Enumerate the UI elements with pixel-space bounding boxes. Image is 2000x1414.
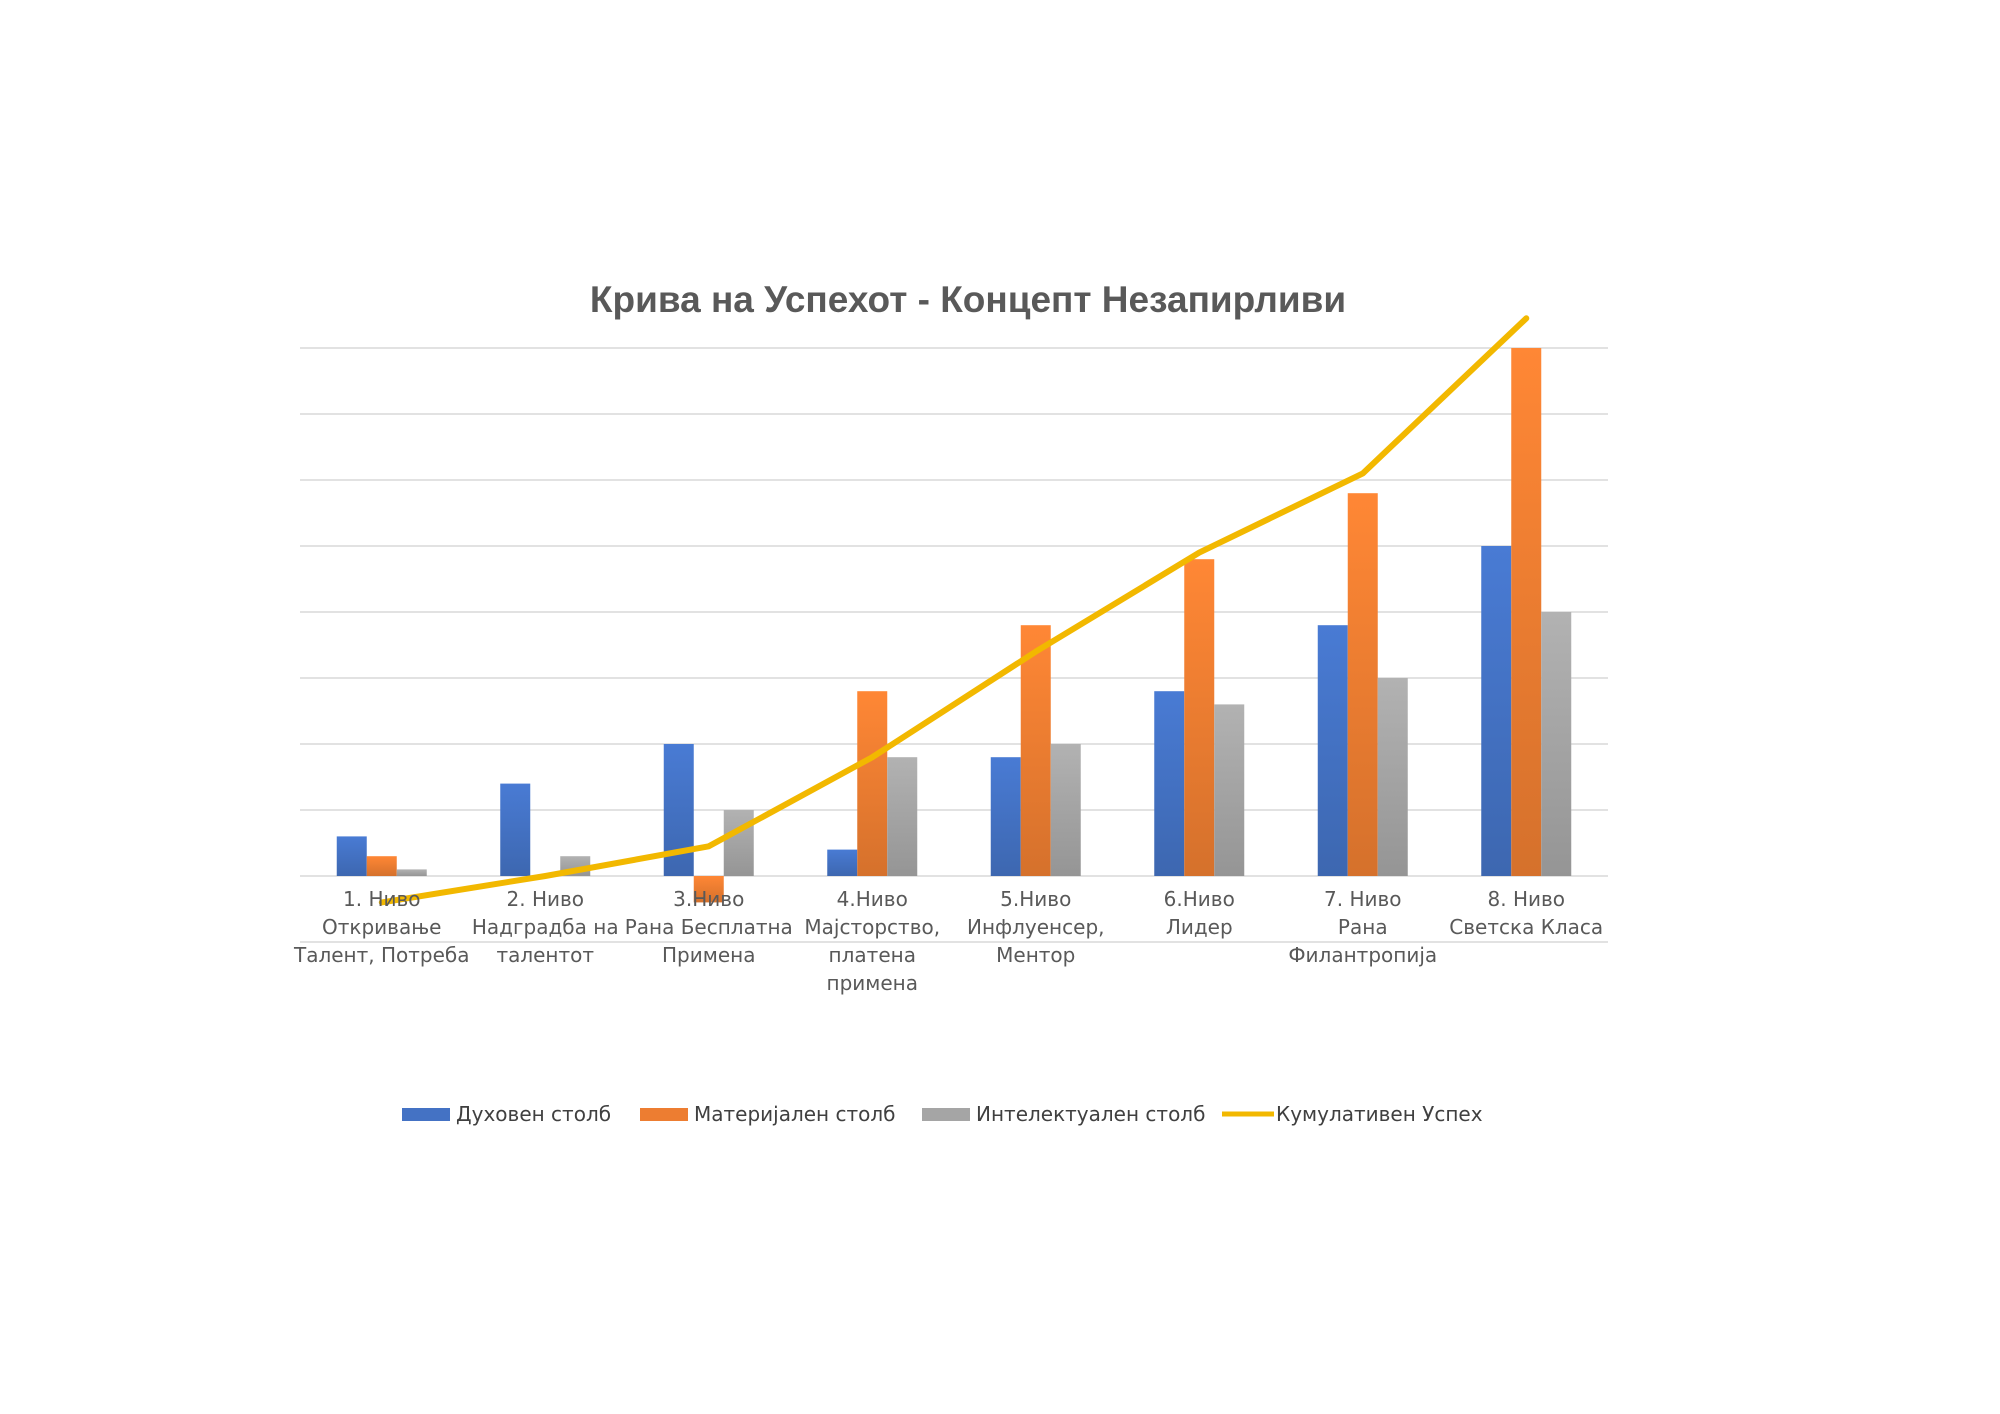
bar-материјален-столб-3 bbox=[693, 876, 724, 903]
legend-label: Духовен столб bbox=[456, 1102, 611, 1126]
category-label-4: 4.Ниво Мајсторство, платена примена bbox=[804, 887, 940, 995]
cumulative-line bbox=[378, 315, 1530, 906]
category-label-line: Рана bbox=[1338, 915, 1388, 939]
category-label-line: 4.Ниво bbox=[837, 887, 908, 911]
category-label-line: Талент, Потреба bbox=[293, 943, 470, 967]
legend-label: Интелектуален столб bbox=[976, 1102, 1205, 1126]
legend-swatch bbox=[640, 1108, 688, 1121]
bar-материјален-столб-4 bbox=[857, 691, 888, 876]
category-label-line: 7. Ниво bbox=[1324, 887, 1402, 911]
category-label-line: примена bbox=[827, 971, 919, 995]
bar-интелектуален-столб-3 bbox=[723, 810, 754, 876]
legend-label: Материјален столб bbox=[694, 1102, 896, 1126]
bar-духовен-столб-1 bbox=[336, 836, 367, 876]
bar-духовен-столб-2 bbox=[500, 783, 531, 876]
bar-духовен-столб-6 bbox=[1154, 691, 1185, 876]
legend-swatch bbox=[402, 1108, 450, 1121]
category-label-8: 8. Ниво Светска Класа bbox=[1449, 887, 1603, 939]
gridlines bbox=[300, 347, 1608, 943]
bar-материјален-столб-6 bbox=[1184, 559, 1215, 876]
bar-духовен-столб-7 bbox=[1317, 625, 1348, 876]
category-label-7: 7. Ниво Рана Филантропија bbox=[1288, 887, 1437, 967]
category-label-line: 2. Ниво bbox=[507, 887, 585, 911]
bar-интелектуален-столб-1 bbox=[396, 869, 427, 876]
legend-label: Кумулативен Успех bbox=[1276, 1102, 1483, 1126]
category-label-line: Надградба на bbox=[472, 915, 619, 939]
legend-item-материјален-столб: Материјален столб bbox=[640, 1102, 896, 1126]
bar-интелектуален-столб-7 bbox=[1377, 678, 1408, 876]
bar-интелектуален-столб-4 bbox=[887, 757, 918, 876]
legend-swatch bbox=[922, 1108, 970, 1121]
legend-item-кумулативен-успех: Кумулативен Успех bbox=[1222, 1102, 1483, 1126]
category-label-line: платена bbox=[829, 943, 916, 967]
legend-item-интелектуален-столб: Интелектуален столб bbox=[922, 1102, 1205, 1126]
category-label-line: 1. Ниво bbox=[343, 887, 421, 911]
legend-item-духовен-столб: Духовен столб bbox=[402, 1102, 611, 1126]
category-label-6: 6.Ниво Лидер bbox=[1164, 887, 1235, 939]
bar-духовен-столб-5 bbox=[990, 757, 1021, 876]
bar-интелектуален-столб-5 bbox=[1050, 744, 1081, 876]
line-кумулативен-успех bbox=[378, 315, 1530, 906]
category-label-line: Ментор bbox=[996, 943, 1075, 967]
category-label-line: Светска Класа bbox=[1449, 915, 1603, 939]
category-label-line: Филантропија bbox=[1288, 943, 1437, 967]
bar-интелектуален-столб-6 bbox=[1214, 704, 1245, 876]
category-label-line: 6.Ниво bbox=[1164, 887, 1235, 911]
legend: Духовен столб Материјален столб Интелектуа… bbox=[402, 1102, 1483, 1126]
bar-духовен-столб-8 bbox=[1481, 546, 1512, 876]
category-label-line: 5.Ниво bbox=[1000, 887, 1071, 911]
bar-материјален-столб-8 bbox=[1511, 348, 1542, 876]
category-label-line: Лидер bbox=[1166, 915, 1233, 939]
bar-духовен-столб-4 bbox=[827, 849, 858, 876]
bar-материјален-столб-5 bbox=[1020, 625, 1051, 876]
category-label-2: 2. Ниво Надградба на талентот bbox=[472, 887, 619, 967]
bar-интелектуален-столб-8 bbox=[1541, 612, 1572, 876]
category-label-3: 3.Ниво Рана Бесплатна Примена bbox=[625, 887, 793, 967]
category-label-5: 5.Ниво Инфлуенсер, Ментор bbox=[967, 887, 1105, 967]
category-labels: 1. Ниво Откривање Талент, Потреба 2. Ниво На… bbox=[293, 887, 1603, 995]
bars bbox=[336, 348, 1572, 903]
chart-title: Крива на Успехот - Концепт Незапирливи bbox=[590, 279, 1346, 320]
category-label-line: Примена bbox=[662, 943, 755, 967]
bar-материјален-столб-1 bbox=[366, 856, 397, 876]
bar-материјален-столб-7 bbox=[1347, 493, 1378, 876]
category-label-line: Откривање bbox=[322, 915, 441, 939]
category-label-line: Мајсторство, bbox=[804, 915, 940, 939]
category-label-line: 3.Ниво bbox=[673, 887, 744, 911]
category-label-line: талентот bbox=[496, 943, 594, 967]
category-label-1: 1. Ниво Откривање Талент, Потреба bbox=[293, 887, 470, 967]
category-label-line: Рана Бесплатна bbox=[625, 915, 793, 939]
category-label-line: 8. Ниво bbox=[1488, 887, 1566, 911]
category-label-line: Инфлуенсер, bbox=[967, 915, 1105, 939]
